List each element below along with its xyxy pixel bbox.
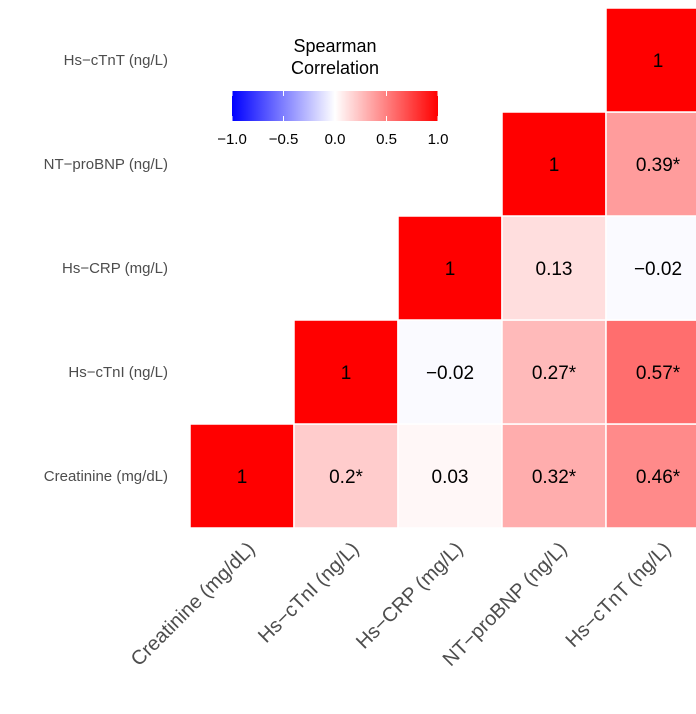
x-axis-label-hs-ctnt-ng-l: Hs−cTnT (ng/L) <box>562 538 676 652</box>
legend-tick-label: −1.0 <box>217 131 247 148</box>
heatmap-cell-label: 0.32* <box>532 467 577 488</box>
y-axis: Creatinine (mg/dL) Hs−cTnI (ng/L) Hs−CRP (… <box>44 52 168 485</box>
heatmap-cell-label: 1 <box>341 363 352 384</box>
heatmap-cell-creatinine-mg-dl-vs-hs-crp-mg-l: 0.03 <box>397 423 503 529</box>
heatmap-cell-label: 1 <box>549 155 560 176</box>
legend-title-line: Spearman <box>293 36 376 56</box>
legend-tick-label: 1.0 <box>428 131 449 148</box>
heatmap-cell-hs-ctnt-ng-l-vs-hs-ctnt-ng-l: 1 <box>605 7 696 113</box>
heatmap-cell-label: 1 <box>653 51 664 72</box>
heatmap-cell-nt-probnp-ng-l-vs-nt-probnp-ng-l: 1 <box>501 111 607 217</box>
y-axis-label-nt-probnp-ng-l: NT−proBNP (ng/L) <box>44 156 168 173</box>
heatmap-cell-hs-crp-mg-l-vs-hs-ctnt-ng-l: −0.02 <box>605 215 696 321</box>
heatmap-cells: 1 0.2* 0.03 0.32* 0.46* 1 −0.02 0.27* 0.57* 1 0.13… <box>189 7 696 529</box>
heatmap-cell-rect <box>501 215 607 321</box>
heatmap-cell-label: 0.27* <box>532 363 577 384</box>
heatmap-cell-creatinine-mg-dl-vs-hs-ctni-ng-l: 0.2* <box>293 423 399 529</box>
legend-tick-label: 0.5 <box>376 131 397 148</box>
legend-title-line: Correlation <box>291 58 379 78</box>
heatmap-cell-hs-ctni-ng-l-vs-nt-probnp-ng-l: 0.27* <box>501 319 607 425</box>
heatmap-cell-hs-ctni-ng-l-vs-hs-crp-mg-l: −0.02 <box>397 319 503 425</box>
x-axis-label-hs-ctni-ng-l: Hs−cTnI (ng/L) <box>254 538 363 647</box>
heatmap-cell-rect <box>501 423 607 529</box>
y-axis-label-creatinine-mg-dl: Creatinine (mg/dL) <box>44 468 168 485</box>
legend-tick-label: −0.5 <box>269 131 299 148</box>
heatmap-cell-label: −0.02 <box>426 363 474 384</box>
heatmap-cell-label: 0.57* <box>636 363 681 384</box>
heatmap-cell-creatinine-mg-dl-vs-nt-probnp-ng-l: 0.32* <box>501 423 607 529</box>
heatmap-cell-rect <box>293 423 399 529</box>
legend-tick-label: 0.0 <box>325 131 346 148</box>
heatmap-cell-label: 1 <box>445 259 456 280</box>
heatmap-cell-rect <box>501 111 607 217</box>
y-axis-label-hs-ctni-ng-l: Hs−cTnI (ng/L) <box>68 364 168 381</box>
heatmap-cell-rect <box>605 7 696 113</box>
heatmap-cell-rect <box>189 423 295 529</box>
y-axis-label-hs-ctnt-ng-l: Hs−cTnT (ng/L) <box>64 52 168 69</box>
heatmap-cell-rect <box>293 319 399 425</box>
heatmap-cell-rect <box>605 423 696 529</box>
heatmap-cell-creatinine-mg-dl-vs-creatinine-mg-dl: 1 <box>189 423 295 529</box>
x-axis-label-hs-crp-mg-l: Hs−CRP (mg/L) <box>352 538 467 653</box>
heatmap-cell-hs-ctni-ng-l-vs-hs-ctni-ng-l: 1 <box>293 319 399 425</box>
heatmap-cell-label: −0.02 <box>634 259 682 280</box>
heatmap-cell-hs-ctni-ng-l-vs-hs-ctnt-ng-l: 0.57* <box>605 319 696 425</box>
heatmap-cell-hs-crp-mg-l-vs-hs-crp-mg-l: 1 <box>397 215 503 321</box>
x-axis: Creatinine (mg/dL)Hs−cTnI (ng/L)Hs−CRP (… <box>127 538 676 671</box>
heatmap-cell-label: 0.2* <box>329 467 363 488</box>
heatmap-cell-label: 0.39* <box>636 155 681 176</box>
y-axis-label-hs-crp-mg-l: Hs−CRP (mg/L) <box>62 260 168 277</box>
heatmap-cell-label: 0.46* <box>636 467 681 488</box>
heatmap-cell-label: 1 <box>237 467 248 488</box>
heatmap-cell-creatinine-mg-dl-vs-hs-ctnt-ng-l: 0.46* <box>605 423 696 529</box>
x-axis-label-creatinine-mg-dl: Creatinine (mg/dL) <box>127 538 260 671</box>
heatmap-cell-rect <box>397 319 503 425</box>
heatmap-cell-label: 0.13 <box>536 259 573 280</box>
heatmap-cell-hs-crp-mg-l-vs-nt-probnp-ng-l: 0.13 <box>501 215 607 321</box>
heatmap-cell-rect <box>605 111 696 217</box>
heatmap-cell-nt-probnp-ng-l-vs-hs-ctnt-ng-l: 0.39* <box>605 111 696 217</box>
heatmap-cell-rect <box>397 215 503 321</box>
heatmap-cell-label: 0.03 <box>432 467 469 488</box>
